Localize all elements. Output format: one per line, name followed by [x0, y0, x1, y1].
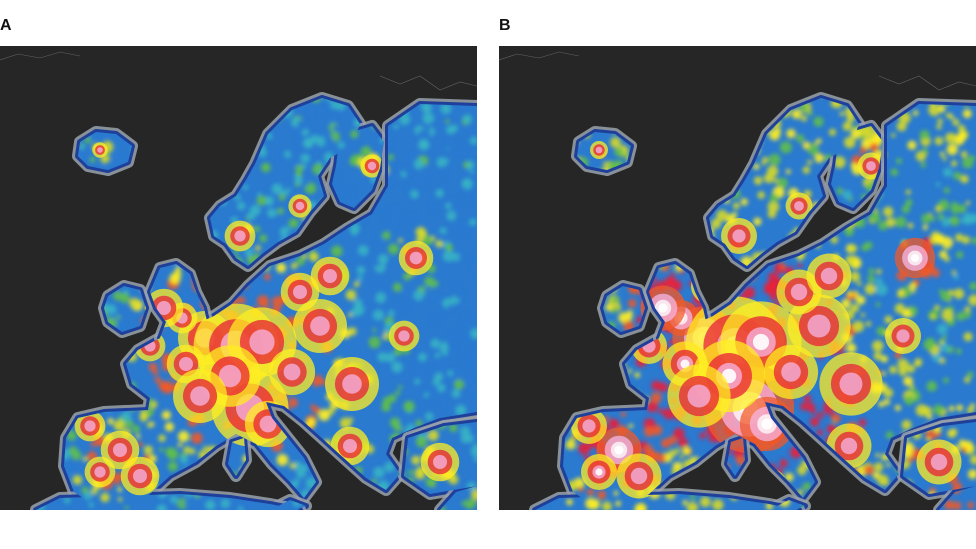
light-pollution-map-a [0, 46, 477, 510]
light-pollution-map-b [499, 46, 976, 510]
map-svg-a [0, 46, 477, 510]
map-svg-b [499, 46, 976, 510]
panel-label-b: B [499, 17, 511, 34]
panel-label-a: A [0, 17, 12, 34]
